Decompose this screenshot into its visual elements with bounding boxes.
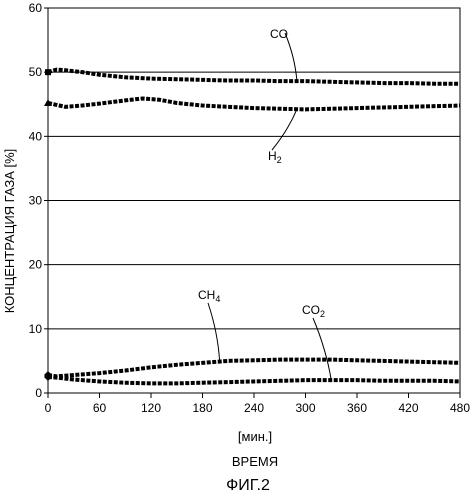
x-tick-label-240: 240 — [244, 401, 264, 415]
data-series — [44, 67, 461, 386]
series-1 — [44, 96, 461, 112]
x-axis-unit-label: [мин.] — [238, 429, 272, 444]
x-tick-labels: 0 60 120 180 240 300 360 420 480 — [45, 401, 471, 415]
annotation-label-2: CH4 — [198, 288, 220, 304]
y-tick-label-20: 20 — [29, 258, 43, 272]
y-tick-label-50: 50 — [29, 65, 43, 79]
annotation-label-0: CO — [270, 27, 288, 41]
annotation-0: CO — [270, 27, 298, 82]
annotation-3: CO2 — [302, 303, 332, 381]
annotation-2: CH4 — [198, 288, 220, 362]
annotation-label-1: H2 — [268, 149, 282, 165]
y-axis-label: КОНЦЕНТРАЦИЯ ГАЗА [%] — [2, 149, 17, 314]
x-tick-label-120: 120 — [141, 401, 161, 415]
gridlines — [48, 7, 460, 330]
annotation-leader-2 — [207, 302, 221, 362]
series-marker-0 — [45, 69, 51, 76]
x-tick-label-180: 180 — [192, 401, 212, 415]
y-tick-label-60: 60 — [29, 1, 43, 15]
series-annotations: CO H2 CH4 CO2 — [198, 27, 332, 381]
annotation-leader-3 — [312, 317, 332, 381]
x-tick-label-0: 0 — [45, 401, 52, 415]
series-line-3 — [47, 374, 461, 386]
series-marker-1 — [44, 98, 52, 106]
x-tick-label-60: 60 — [93, 401, 107, 415]
series-line-0 — [47, 67, 460, 86]
x-tick-label-480: 480 — [450, 401, 470, 415]
annotation-label-3: CO2 — [302, 303, 325, 319]
x-tick-label-360: 360 — [347, 401, 367, 415]
y-tick-label-30: 30 — [29, 194, 43, 208]
series-3 — [44, 372, 461, 386]
series-line-1 — [47, 96, 461, 112]
x-axis-label: ВРЕМЯ — [232, 454, 278, 469]
series-2 — [44, 357, 461, 380]
y-tick-label-0: 0 — [35, 386, 42, 400]
x-tick-label-300: 300 — [295, 401, 315, 415]
axes — [44, 7, 461, 398]
series-0 — [45, 67, 460, 86]
series-marker-3 — [44, 372, 52, 381]
annotation-1: H2 — [268, 108, 298, 165]
annotation-leader-1 — [271, 108, 298, 151]
y-tick-labels: 0 10 20 30 40 50 60 — [29, 1, 43, 400]
annotation-leader-0 — [284, 32, 298, 82]
figure-label: ФИГ.2 — [226, 477, 270, 494]
y-tick-label-10: 10 — [29, 322, 43, 336]
y-tick-label-40: 40 — [29, 129, 43, 143]
x-tick-label-420: 420 — [398, 401, 418, 415]
series-line-2 — [47, 357, 461, 379]
